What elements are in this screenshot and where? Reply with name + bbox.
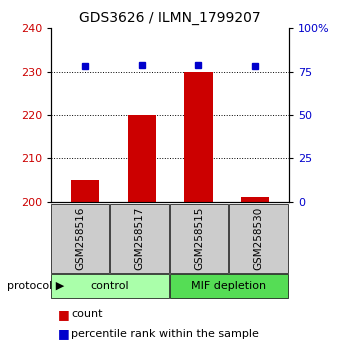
- Text: GSM258516: GSM258516: [75, 206, 85, 270]
- Text: percentile rank within the sample: percentile rank within the sample: [71, 329, 259, 339]
- Text: ■: ■: [58, 308, 70, 321]
- Text: GSM258517: GSM258517: [135, 206, 145, 270]
- Title: GDS3626 / ILMN_1799207: GDS3626 / ILMN_1799207: [79, 11, 261, 24]
- Bar: [184, 72, 212, 202]
- Text: GSM258515: GSM258515: [194, 206, 204, 270]
- Bar: [71, 180, 99, 202]
- Text: MIF depletion: MIF depletion: [191, 281, 267, 291]
- Text: protocol ▶: protocol ▶: [7, 281, 64, 291]
- Text: count: count: [71, 309, 103, 319]
- Text: ■: ■: [58, 327, 70, 340]
- Bar: [128, 115, 156, 202]
- Text: control: control: [91, 281, 129, 291]
- Text: GSM258530: GSM258530: [254, 206, 264, 270]
- Bar: [241, 198, 269, 202]
